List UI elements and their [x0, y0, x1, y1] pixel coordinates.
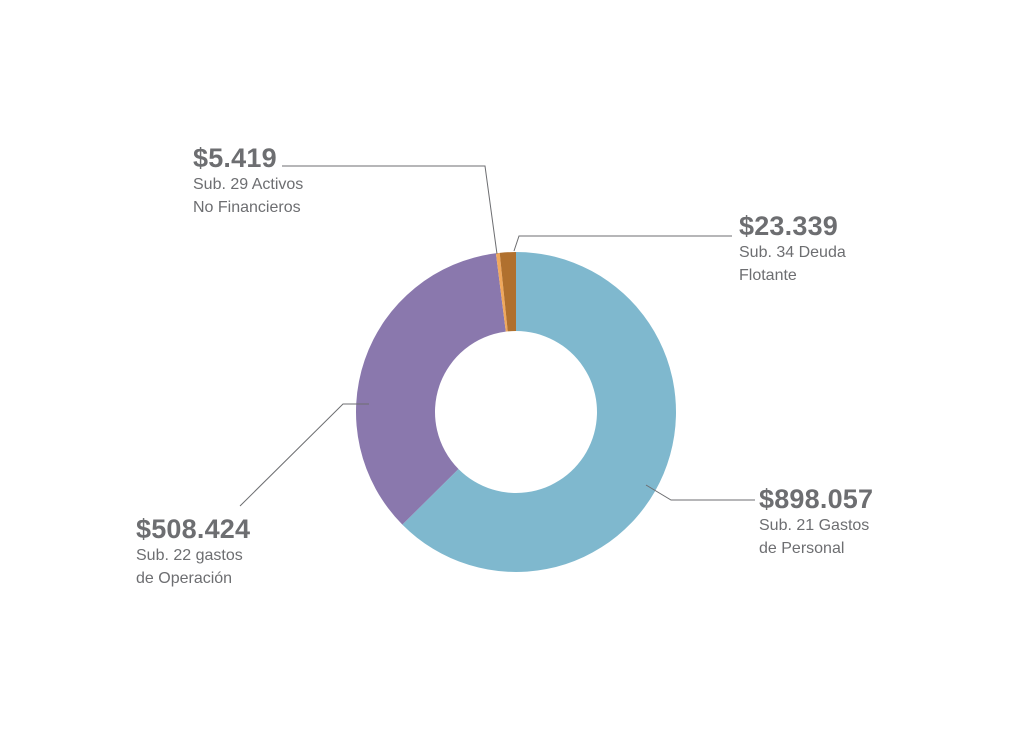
slice-category-line1: Sub. 29 Activos: [193, 176, 304, 193]
slice-category-line1: Sub. 22 gastos: [136, 547, 243, 564]
slice-value: $23.339: [739, 211, 838, 241]
slice-label-deuda-flotante: $23.339 Sub. 34 Deuda Flotante: [739, 211, 846, 287]
slice-category-line1: Sub. 21 Gastos: [759, 517, 870, 534]
slice-value: $5.419: [193, 143, 277, 173]
leader-gastos-personal: [645, 484, 755, 501]
slice-activos-no-financieros: [495, 252, 508, 332]
slice-category-line2: de Personal: [759, 540, 845, 557]
slice-category-line2: Flotante: [739, 267, 797, 284]
slice-value: $898.057: [759, 484, 874, 514]
donut-slices: [356, 252, 677, 572]
slice-deuda-flotante: [499, 252, 516, 332]
leader-lines: [239, 165, 755, 507]
slice-category-line2: de Operación: [136, 570, 233, 587]
slice-value: $508.424: [136, 514, 251, 544]
leader-activos-no-financieros: [282, 165, 498, 255]
slice-gastos-personal: [402, 252, 677, 572]
slice-gastos-operacion: [356, 253, 506, 525]
slice-label-gastos-operacion: $508.424 Sub. 22 gastos de Operación: [136, 514, 250, 590]
slice-label-gastos-personal: $898.057 Sub. 21 Gastos de Personal: [759, 484, 873, 560]
slice-category-line1: Sub. 34 Deuda: [739, 244, 846, 261]
leader-deuda-flotante: [513, 235, 732, 252]
slice-label-activos-no-financieros: $5.419 Sub. 29 Activos No Financieros: [193, 143, 303, 219]
leader-gastos-operacion: [239, 403, 369, 507]
slice-category-line2: No Financieros: [193, 199, 301, 216]
